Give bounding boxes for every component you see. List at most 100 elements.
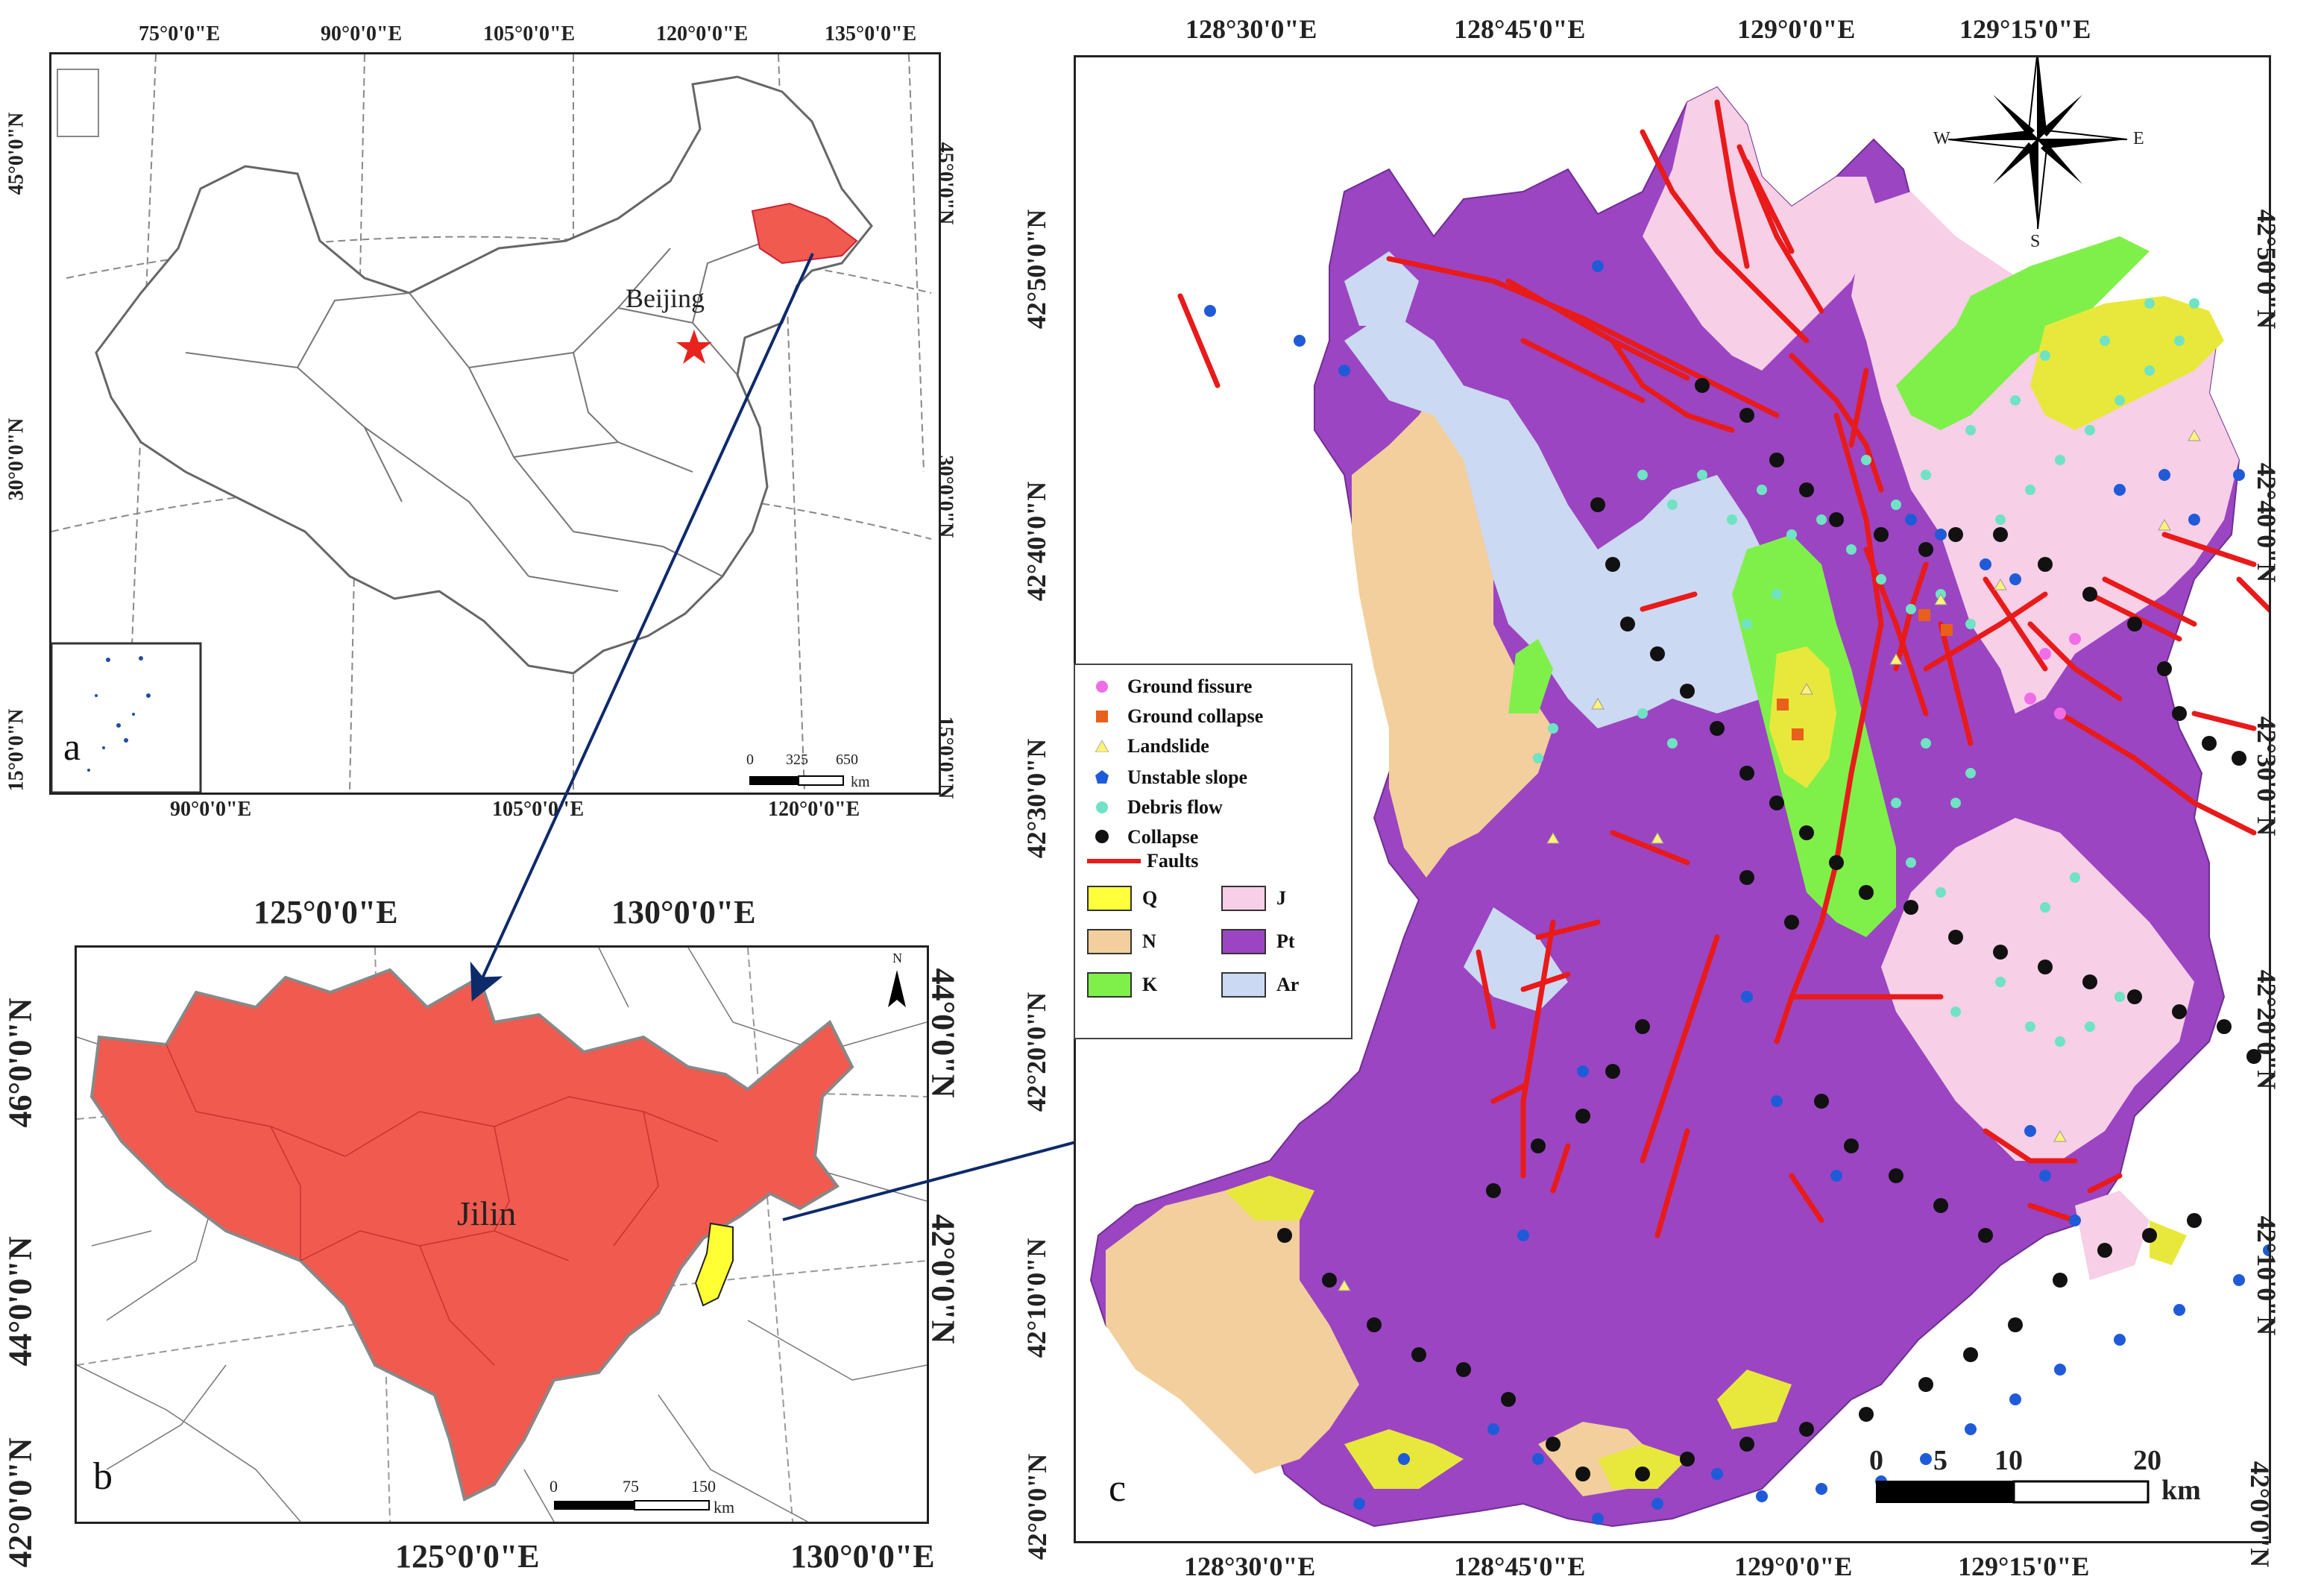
unit-q-central — [1769, 646, 1836, 788]
panel-b-left-tick: 42°0'0"N — [1, 1437, 39, 1568]
panel-c-right-tick: 42°10'0"N — [2252, 1215, 2282, 1336]
legend-faults: Faults — [1087, 848, 1198, 874]
ground-fissure-points — [2024, 633, 2081, 719]
collapse-icon — [1095, 830, 1109, 843]
panel-b-label: b — [93, 1455, 113, 1498]
panel-a-bottom-tick: 105°0'0"E — [492, 798, 585, 821]
legend-debris-flow: Debris flow — [1087, 795, 1223, 820]
panel-c-legend: Ground fissure Ground collapse Landslide… — [1074, 664, 1352, 1039]
compass-s: S — [2030, 232, 2041, 251]
unit-ar-center — [1344, 311, 1792, 728]
panel-c-left-tick: 42°10'0"N — [1021, 1238, 1052, 1358]
unit-n-west — [1352, 371, 1553, 878]
panel-b-province-label: Jilin — [457, 1194, 517, 1232]
debris-flow-points — [1533, 298, 2199, 1047]
landslide-points — [1338, 429, 2201, 1291]
panel-a-left-tick: 45°0'0"N — [4, 112, 28, 195]
panel-c-right-tick: 42°0'0"N — [2245, 1461, 2276, 1568]
unit-k-northeast — [1896, 236, 2150, 430]
unit-j-north — [1643, 87, 1881, 371]
panel-b-scale-unit: km — [714, 1498, 735, 1516]
panel-c-scale-10: 10 — [1994, 1445, 2023, 1476]
compass-e: E — [2133, 129, 2144, 148]
panel-c-top-tick: 128°45'0"E — [1454, 14, 1586, 44]
panel-a-top-tick: 105°0'0"E — [483, 22, 576, 45]
panel-b-scale-150: 150 — [691, 1477, 716, 1496]
panel-c-right-tick: 42°30'0"N — [2252, 716, 2282, 837]
unstable-slope-points — [1204, 260, 2269, 1525]
panel-b-left-tick: 46°0'0"N — [1, 998, 39, 1128]
panel-b-bottom-tick: 125°0'0"E — [395, 1538, 540, 1575]
panel-b-right-tick: 44°0'0"N — [925, 968, 962, 1098]
panel-a-top-tick: 135°0'0"E — [825, 22, 917, 45]
ground-collapse-icon — [1096, 711, 1108, 722]
panel-c-bottom-tick: 128°30'0"E — [1184, 1551, 1316, 1581]
panel-c-scale-5: 5 — [1933, 1445, 1947, 1476]
panel-a-scale-unit: km — [851, 774, 870, 790]
panel-b-north-label: N — [892, 951, 902, 965]
panel-c-left-tick: 42°40'0"N — [1021, 481, 1052, 602]
north-arrow-icon — [888, 970, 906, 1007]
legend-unit-pt: Pt — [1221, 929, 1295, 954]
panel-b-jilin-map: N Jilin b 0 75 150 km — [75, 945, 929, 1524]
legend-unit-k: K — [1087, 972, 1157, 998]
panel-b-right-tick: 42°0'0"N — [925, 1214, 962, 1344]
panel-a-top-tick: 90°0'0"E — [321, 22, 403, 45]
unit-q-northeast — [2030, 296, 2224, 430]
panel-a-right-tick: 30°0'0"N — [933, 455, 957, 538]
ground-collapse-points — [1777, 609, 1953, 740]
panel-c-bottom-tick: 128°45'0"E — [1454, 1551, 1586, 1581]
study-area-yellow — [694, 1222, 734, 1307]
fault-lines — [1177, 99, 2269, 1238]
panel-c-top-tick: 128°30'0"E — [1185, 14, 1317, 44]
panel-b-top-tick: 130°0'0"E — [611, 894, 756, 930]
legend-unit-ar: Ar — [1221, 972, 1299, 998]
panel-b-top-tick: 125°0'0"E — [254, 894, 398, 930]
unit-j-southeast — [1881, 818, 2194, 1161]
panel-c-right-tick: 42°20'0"N — [2252, 969, 2282, 1090]
legend-unit-j: J — [1221, 886, 1286, 911]
panel-b-scale-75: 75 — [623, 1477, 639, 1496]
collapse-points — [1277, 378, 2261, 1481]
panel-a-scale-650: 650 — [836, 752, 858, 768]
panel-c-left-tick: 42°50'0"N — [1021, 209, 1052, 330]
compass-rose-icon — [1947, 57, 2128, 230]
landslide-icon — [1095, 739, 1109, 753]
panel-c-label: c — [1109, 1467, 1127, 1510]
ground-fissure-icon — [1096, 681, 1108, 693]
legend-ground-collapse: Ground collapse — [1087, 704, 1263, 729]
jilin-province-shape — [89, 968, 854, 1502]
unit-n-southwest — [1106, 1176, 1359, 1474]
panel-c-right-tick: 42°50'0"N — [2252, 209, 2282, 330]
panel-b-scale-0: 0 — [549, 1477, 558, 1496]
panel-c-left-tick: 42°0'0"N — [1022, 1453, 1053, 1560]
panel-a-city-label: Beijing — [626, 283, 705, 313]
scale-bar-white — [2012, 1480, 2150, 1504]
compass-w: W — [1933, 129, 1950, 148]
jilin-province-map — [77, 948, 927, 1522]
panel-a-right-tick: 15°0'0"N — [933, 716, 957, 799]
panel-a-bottom-tick: 120°0'0"E — [768, 798, 860, 821]
panel-c-right-tick: 42°40'0"N — [2252, 462, 2282, 583]
china-outline-map — [51, 54, 932, 793]
panel-c-geology-map: N S E W 0 5 10 20 km c — [1074, 55, 2271, 1543]
debris-flow-icon — [1096, 801, 1108, 813]
unstable-slope-icon — [1095, 770, 1109, 784]
panel-c-scale-20: 20 — [2133, 1445, 2161, 1476]
legend-unit-n: N — [1087, 929, 1156, 954]
legend-unstable-slope: Unstable slope — [1087, 765, 1247, 790]
panel-c-scale-0: 0 — [1869, 1445, 1883, 1476]
panel-a-right-tick: 45°0'0"N — [933, 142, 957, 225]
panel-c-left-tick: 42°30'0"N — [1021, 738, 1052, 859]
panel-c-top-tick: 129°0'0"E — [1737, 14, 1856, 44]
panel-b-left-tick: 44°0'0"N — [1, 1236, 39, 1367]
legend-ground-fissure: Ground fissure — [1087, 674, 1252, 699]
scale-bar-black — [1876, 1481, 2015, 1503]
south-china-sea-inset — [51, 642, 202, 793]
panel-c-bottom-tick: 129°15'0"E — [1958, 1551, 2090, 1581]
panel-c-left-tick: 42°20'0"N — [1021, 992, 1052, 1112]
panel-a-china-map: Beijing a 0 325 650 km — [49, 52, 941, 795]
panel-c-scale-unit: km — [2161, 1475, 2201, 1506]
panel-a-label: a — [63, 726, 81, 769]
panel-c-top-tick: 129°15'0"E — [1959, 14, 2091, 44]
